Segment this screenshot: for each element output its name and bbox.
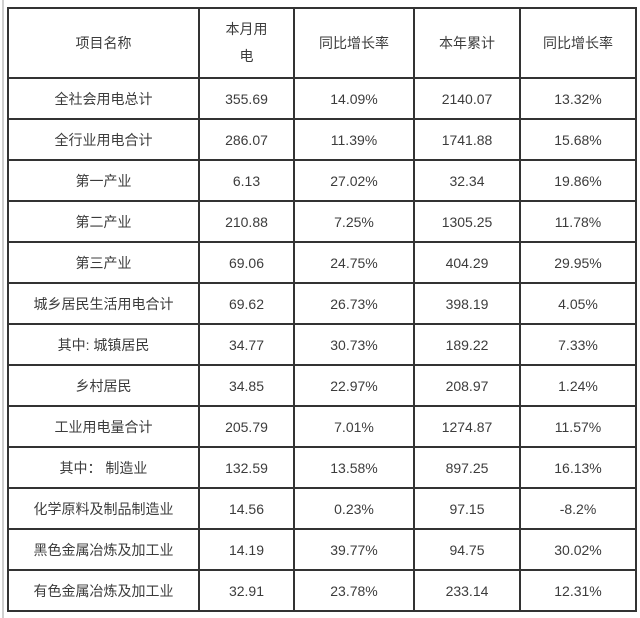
cell-ytd-total: 208.97: [413, 364, 521, 407]
header-yoy-growth-month: 同比增长率: [293, 7, 415, 79]
cell-ytd-total: 94.75: [413, 528, 521, 571]
cell-project-name: 黑色金属冶炼及加工业: [7, 528, 200, 571]
cell-ytd-total: 404.29: [413, 241, 521, 284]
cell-yoy-growth-month: 26.73%: [293, 282, 415, 325]
cell-ytd-total: 1305.25: [413, 200, 521, 243]
cell-yoy-growth-month: 14.09%: [293, 77, 415, 120]
cell-month-usage: 210.88: [198, 200, 295, 243]
cell-ytd-total: 97.15: [413, 487, 521, 530]
cell-yoy-growth-ytd: 4.05%: [519, 282, 637, 325]
cell-ytd-total: 2140.07: [413, 77, 521, 120]
table-row: 第一产业 6.13 27.02% 32.34 19.86%: [7, 159, 637, 202]
cell-yoy-growth-month: 7.25%: [293, 200, 415, 243]
table-row: 黑色金属冶炼及加工业 14.19 39.77% 94.75 30.02%: [7, 528, 637, 571]
cell-month-usage: 6.13: [198, 159, 295, 202]
header-ytd-total: 本年累计: [413, 7, 521, 79]
cell-project-name: 化学原料及制品制造业: [7, 487, 200, 530]
cell-yoy-growth-ytd: 15.68%: [519, 118, 637, 161]
cell-month-usage: 69.06: [198, 241, 295, 284]
cell-yoy-growth-month: 7.01%: [293, 405, 415, 448]
cell-yoy-growth-ytd: 13.32%: [519, 77, 637, 120]
cell-yoy-growth-ytd: 11.78%: [519, 200, 637, 243]
cell-yoy-growth-month: 11.39%: [293, 118, 415, 161]
cell-yoy-growth-ytd: 30.02%: [519, 528, 637, 571]
header-month-usage: 本月用 电: [198, 7, 295, 79]
cell-month-usage: 34.85: [198, 364, 295, 407]
cell-ytd-total: 897.25: [413, 446, 521, 489]
table-row: 第三产业 69.06 24.75% 404.29 29.95%: [7, 241, 637, 284]
table-row: 乡村居民 34.85 22.97% 208.97 1.24%: [7, 364, 637, 407]
cell-ytd-total: 189.22: [413, 323, 521, 366]
cell-yoy-growth-month: 39.77%: [293, 528, 415, 571]
cell-month-usage: 286.07: [198, 118, 295, 161]
cell-yoy-growth-month: 13.58%: [293, 446, 415, 489]
cell-yoy-growth-ytd: 12.31%: [519, 569, 637, 612]
cell-ytd-total: 1274.87: [413, 405, 521, 448]
cell-yoy-growth-month: 23.78%: [293, 569, 415, 612]
table-row: 第二产业 210.88 7.25% 1305.25 11.78%: [7, 200, 637, 243]
cell-project-name: 有色金属冶炼及加工业: [7, 569, 200, 612]
table-row: 工业用电量合计 205.79 7.01% 1274.87 11.57%: [7, 405, 637, 448]
cell-ytd-total: 398.19: [413, 282, 521, 325]
cell-yoy-growth-ytd: 16.13%: [519, 446, 637, 489]
header-yoy-growth-ytd: 同比增长率: [519, 7, 637, 79]
table-row: 全行业用电合计 286.07 11.39% 1741.88 15.68%: [7, 118, 637, 161]
cell-project-name: 第一产业: [7, 159, 200, 202]
cell-project-name: 第二产业: [7, 200, 200, 243]
cell-project-name: 城乡居民生活用电合计: [7, 282, 200, 325]
cell-project-name: 其中： 制造业: [7, 446, 200, 489]
cell-project-name: 工业用电量合计: [7, 405, 200, 448]
cell-yoy-growth-ytd: 7.33%: [519, 323, 637, 366]
electricity-stats-table: 项目名称 本月用 电 同比增长率 本年累计 同比增长率 全社会用电总计 355.…: [7, 7, 637, 612]
cell-ytd-total: 1741.88: [413, 118, 521, 161]
cell-project-name: 全社会用电总计: [7, 77, 200, 120]
cell-month-usage: 34.77: [198, 323, 295, 366]
cell-project-name: 其中: 城镇居民: [7, 323, 200, 366]
cell-project-name: 全行业用电合计: [7, 118, 200, 161]
cell-month-usage: 69.62: [198, 282, 295, 325]
cell-project-name: 第三产业: [7, 241, 200, 284]
cell-yoy-growth-month: 0.23%: [293, 487, 415, 530]
table-row: 全社会用电总计 355.69 14.09% 2140.07 13.32%: [7, 77, 637, 120]
cell-ytd-total: 32.34: [413, 159, 521, 202]
cell-yoy-growth-ytd: 19.86%: [519, 159, 637, 202]
cell-yoy-growth-ytd: 11.57%: [519, 405, 637, 448]
table-row: 有色金属冶炼及加工业 32.91 23.78% 233.14 12.31%: [7, 569, 637, 612]
table-row: 城乡居民生活用电合计 69.62 26.73% 398.19 4.05%: [7, 282, 637, 325]
cell-month-usage: 355.69: [198, 77, 295, 120]
table-header-row: 项目名称 本月用 电 同比增长率 本年累计 同比增长率: [7, 7, 637, 79]
cell-month-usage: 205.79: [198, 405, 295, 448]
cell-month-usage: 132.59: [198, 446, 295, 489]
cell-yoy-growth-month: 30.73%: [293, 323, 415, 366]
page-left-border: [2, 0, 4, 618]
cell-yoy-growth-ytd: 29.95%: [519, 241, 637, 284]
cell-yoy-growth-ytd: -8.2%: [519, 487, 637, 530]
cell-yoy-growth-month: 24.75%: [293, 241, 415, 284]
table-row: 化学原料及制品制造业 14.56 0.23% 97.15 -8.2%: [7, 487, 637, 530]
cell-month-usage: 14.56: [198, 487, 295, 530]
table-row: 其中： 制造业 132.59 13.58% 897.25 16.13%: [7, 446, 637, 489]
cell-ytd-total: 233.14: [413, 569, 521, 612]
cell-yoy-growth-month: 27.02%: [293, 159, 415, 202]
header-project-name: 项目名称: [7, 7, 200, 79]
cell-yoy-growth-month: 22.97%: [293, 364, 415, 407]
table-row: 其中: 城镇居民 34.77 30.73% 189.22 7.33%: [7, 323, 637, 366]
cell-project-name: 乡村居民: [7, 364, 200, 407]
cell-month-usage: 32.91: [198, 569, 295, 612]
cell-yoy-growth-ytd: 1.24%: [519, 364, 637, 407]
cell-month-usage: 14.19: [198, 528, 295, 571]
